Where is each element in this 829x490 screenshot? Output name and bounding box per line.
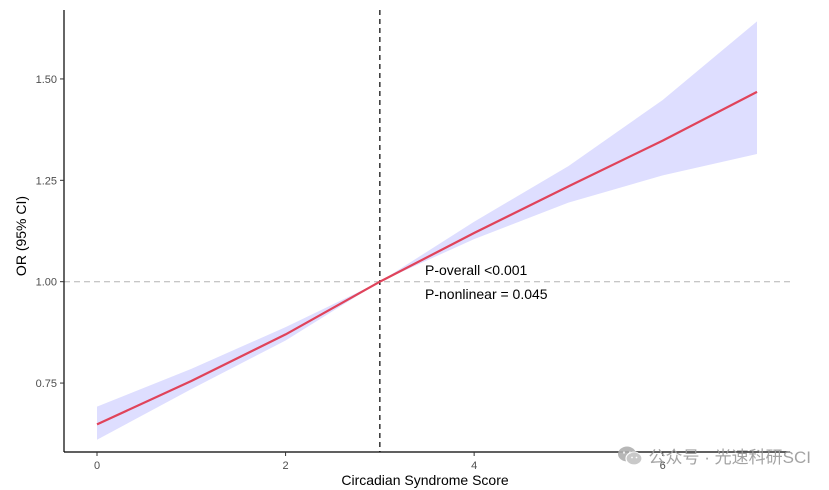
watermark-text: 公众号 · 光速科研SCI (648, 448, 811, 467)
x-axis-title: Circadian Syndrome Score (341, 472, 509, 488)
reference-lines (64, 10, 790, 452)
watermark: 公众号 · 光速科研SCI (617, 443, 811, 468)
or-line-layer (96, 90, 758, 426)
x-tick-label: 2 (283, 460, 289, 472)
x-tick-label: 0 (94, 460, 100, 472)
axes (60, 10, 790, 456)
y-tick-label: 1.00 (36, 277, 57, 289)
wechat-icon (617, 446, 643, 466)
ci-band-layer (97, 21, 757, 440)
annotation-p-overall: P-overall <0.001 (425, 262, 528, 278)
or-line-0 (96, 90, 758, 426)
tick-labels: 0 2 4 6 0.75 1.00 1.25 1.50 (36, 74, 666, 472)
x-tick-label: 4 (471, 460, 477, 472)
y-axis-title: OR (95% CI) (13, 196, 29, 276)
annotation-p-nonlinear: P-nonlinear = 0.045 (425, 286, 548, 302)
y-tick-label: 0.75 (36, 378, 57, 390)
y-tick-label: 1.50 (36, 74, 57, 86)
x-tick-label: 6 (660, 460, 666, 472)
ci-band-0 (97, 21, 757, 440)
y-tick-label: 1.25 (36, 175, 57, 187)
